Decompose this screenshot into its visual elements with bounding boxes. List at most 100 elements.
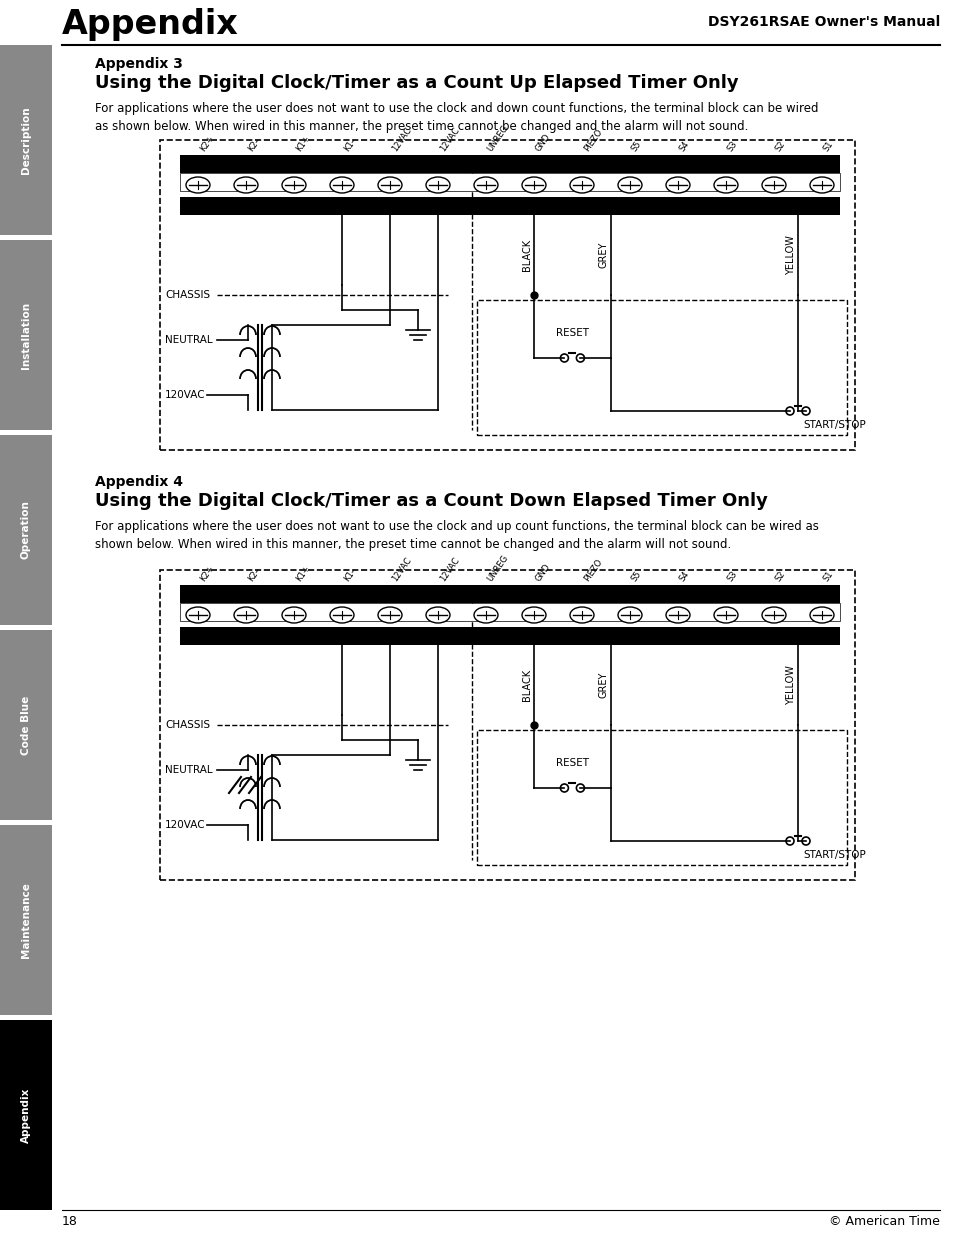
- Ellipse shape: [186, 177, 210, 193]
- Text: Appendix 4: Appendix 4: [95, 475, 183, 489]
- Text: RESET: RESET: [556, 758, 588, 768]
- Text: S4: S4: [678, 569, 691, 583]
- Ellipse shape: [665, 177, 689, 193]
- Text: Description: Description: [21, 106, 30, 174]
- Text: S3: S3: [725, 569, 739, 583]
- Text: S5: S5: [629, 569, 642, 583]
- Text: 120VAC: 120VAC: [165, 820, 206, 830]
- Ellipse shape: [713, 177, 738, 193]
- Ellipse shape: [521, 177, 545, 193]
- Text: 12VAC: 12VAC: [390, 126, 413, 153]
- Ellipse shape: [809, 177, 833, 193]
- Ellipse shape: [426, 606, 450, 622]
- Ellipse shape: [233, 177, 257, 193]
- Text: S1: S1: [821, 140, 835, 153]
- Text: Using the Digital Clock/Timer as a Count Up Elapsed Timer Only: Using the Digital Clock/Timer as a Count…: [95, 74, 738, 91]
- Bar: [0, 630, 52, 820]
- Ellipse shape: [569, 177, 594, 193]
- Text: S3: S3: [725, 140, 739, 153]
- Text: Maintenance: Maintenance: [21, 882, 30, 958]
- Ellipse shape: [569, 606, 594, 622]
- Text: Using the Digital Clock/Timer as a Count Down Elapsed Timer Only: Using the Digital Clock/Timer as a Count…: [95, 492, 767, 510]
- Text: YELLOW: YELLOW: [785, 666, 795, 705]
- Bar: [0, 435, 52, 625]
- Text: K1–: K1–: [341, 566, 357, 583]
- Text: 18: 18: [62, 1215, 78, 1228]
- Bar: [0, 1020, 52, 1210]
- Text: NEUTRAL: NEUTRAL: [165, 335, 213, 345]
- Ellipse shape: [474, 606, 497, 622]
- Text: START/STOP: START/STOP: [802, 850, 864, 860]
- Bar: [476, 730, 846, 864]
- Text: K1–: K1–: [341, 136, 357, 153]
- Ellipse shape: [186, 606, 210, 622]
- Text: BLACK: BLACK: [521, 238, 532, 270]
- Text: CHASSIS: CHASSIS: [165, 290, 210, 300]
- Text: Operation: Operation: [21, 500, 30, 559]
- Text: UNREG: UNREG: [485, 124, 510, 153]
- Text: Appendix 3: Appendix 3: [95, 57, 183, 70]
- Ellipse shape: [330, 606, 354, 622]
- Ellipse shape: [809, 606, 833, 622]
- Text: Appendix: Appendix: [21, 1087, 30, 1142]
- Bar: [0, 825, 52, 1015]
- Ellipse shape: [665, 606, 689, 622]
- Text: 12VAC: 12VAC: [437, 556, 460, 583]
- Text: 12VAC: 12VAC: [390, 556, 413, 583]
- Text: K2–: K2–: [246, 566, 262, 583]
- Text: K2+: K2+: [198, 133, 215, 153]
- Text: S5: S5: [629, 140, 642, 153]
- Ellipse shape: [330, 177, 354, 193]
- Text: S1: S1: [821, 569, 835, 583]
- Text: RESET: RESET: [556, 329, 588, 338]
- Text: S2: S2: [773, 569, 786, 583]
- Text: GREY: GREY: [598, 672, 608, 698]
- Text: BLACK: BLACK: [521, 669, 532, 701]
- Text: 12VAC: 12VAC: [437, 126, 460, 153]
- Text: K2–: K2–: [246, 136, 262, 153]
- Bar: [160, 140, 854, 450]
- Bar: [0, 240, 52, 430]
- Ellipse shape: [521, 606, 545, 622]
- Text: For applications where the user does not want to use the clock and down count fu: For applications where the user does not…: [95, 103, 818, 133]
- Text: Installation: Installation: [21, 301, 30, 368]
- Ellipse shape: [618, 177, 641, 193]
- Ellipse shape: [474, 177, 497, 193]
- Bar: [180, 603, 840, 621]
- Text: PIEZO: PIEZO: [581, 127, 603, 153]
- Text: GND: GND: [534, 132, 552, 153]
- Text: CHASSIS: CHASSIS: [165, 720, 210, 730]
- Text: NEUTRAL: NEUTRAL: [165, 764, 213, 776]
- Ellipse shape: [761, 606, 785, 622]
- Text: START/STOP: START/STOP: [802, 420, 864, 430]
- Text: GND: GND: [534, 562, 552, 583]
- Text: © American Time: © American Time: [828, 1215, 939, 1228]
- Ellipse shape: [377, 177, 401, 193]
- Text: K1+: K1+: [294, 563, 312, 583]
- Text: PIEZO: PIEZO: [581, 557, 603, 583]
- Text: UNREG: UNREG: [485, 553, 510, 583]
- Text: Code Blue: Code Blue: [21, 695, 30, 755]
- Ellipse shape: [282, 606, 306, 622]
- Bar: [180, 585, 840, 603]
- Bar: [476, 300, 846, 435]
- Ellipse shape: [426, 177, 450, 193]
- Text: S4: S4: [678, 140, 691, 153]
- Bar: [180, 627, 840, 645]
- Bar: [180, 173, 840, 191]
- Text: For applications where the user does not want to use the clock and up count func: For applications where the user does not…: [95, 520, 818, 551]
- Text: S2: S2: [773, 140, 786, 153]
- Ellipse shape: [761, 177, 785, 193]
- Text: YELLOW: YELLOW: [785, 235, 795, 275]
- Ellipse shape: [713, 606, 738, 622]
- Bar: [160, 571, 854, 881]
- Bar: [0, 44, 52, 235]
- Text: Appendix: Appendix: [62, 7, 238, 41]
- Text: K2+: K2+: [198, 563, 215, 583]
- Text: K1+: K1+: [294, 133, 312, 153]
- Text: 120VAC: 120VAC: [165, 390, 206, 400]
- Ellipse shape: [618, 606, 641, 622]
- Bar: [180, 156, 840, 173]
- Ellipse shape: [282, 177, 306, 193]
- Bar: [180, 198, 840, 215]
